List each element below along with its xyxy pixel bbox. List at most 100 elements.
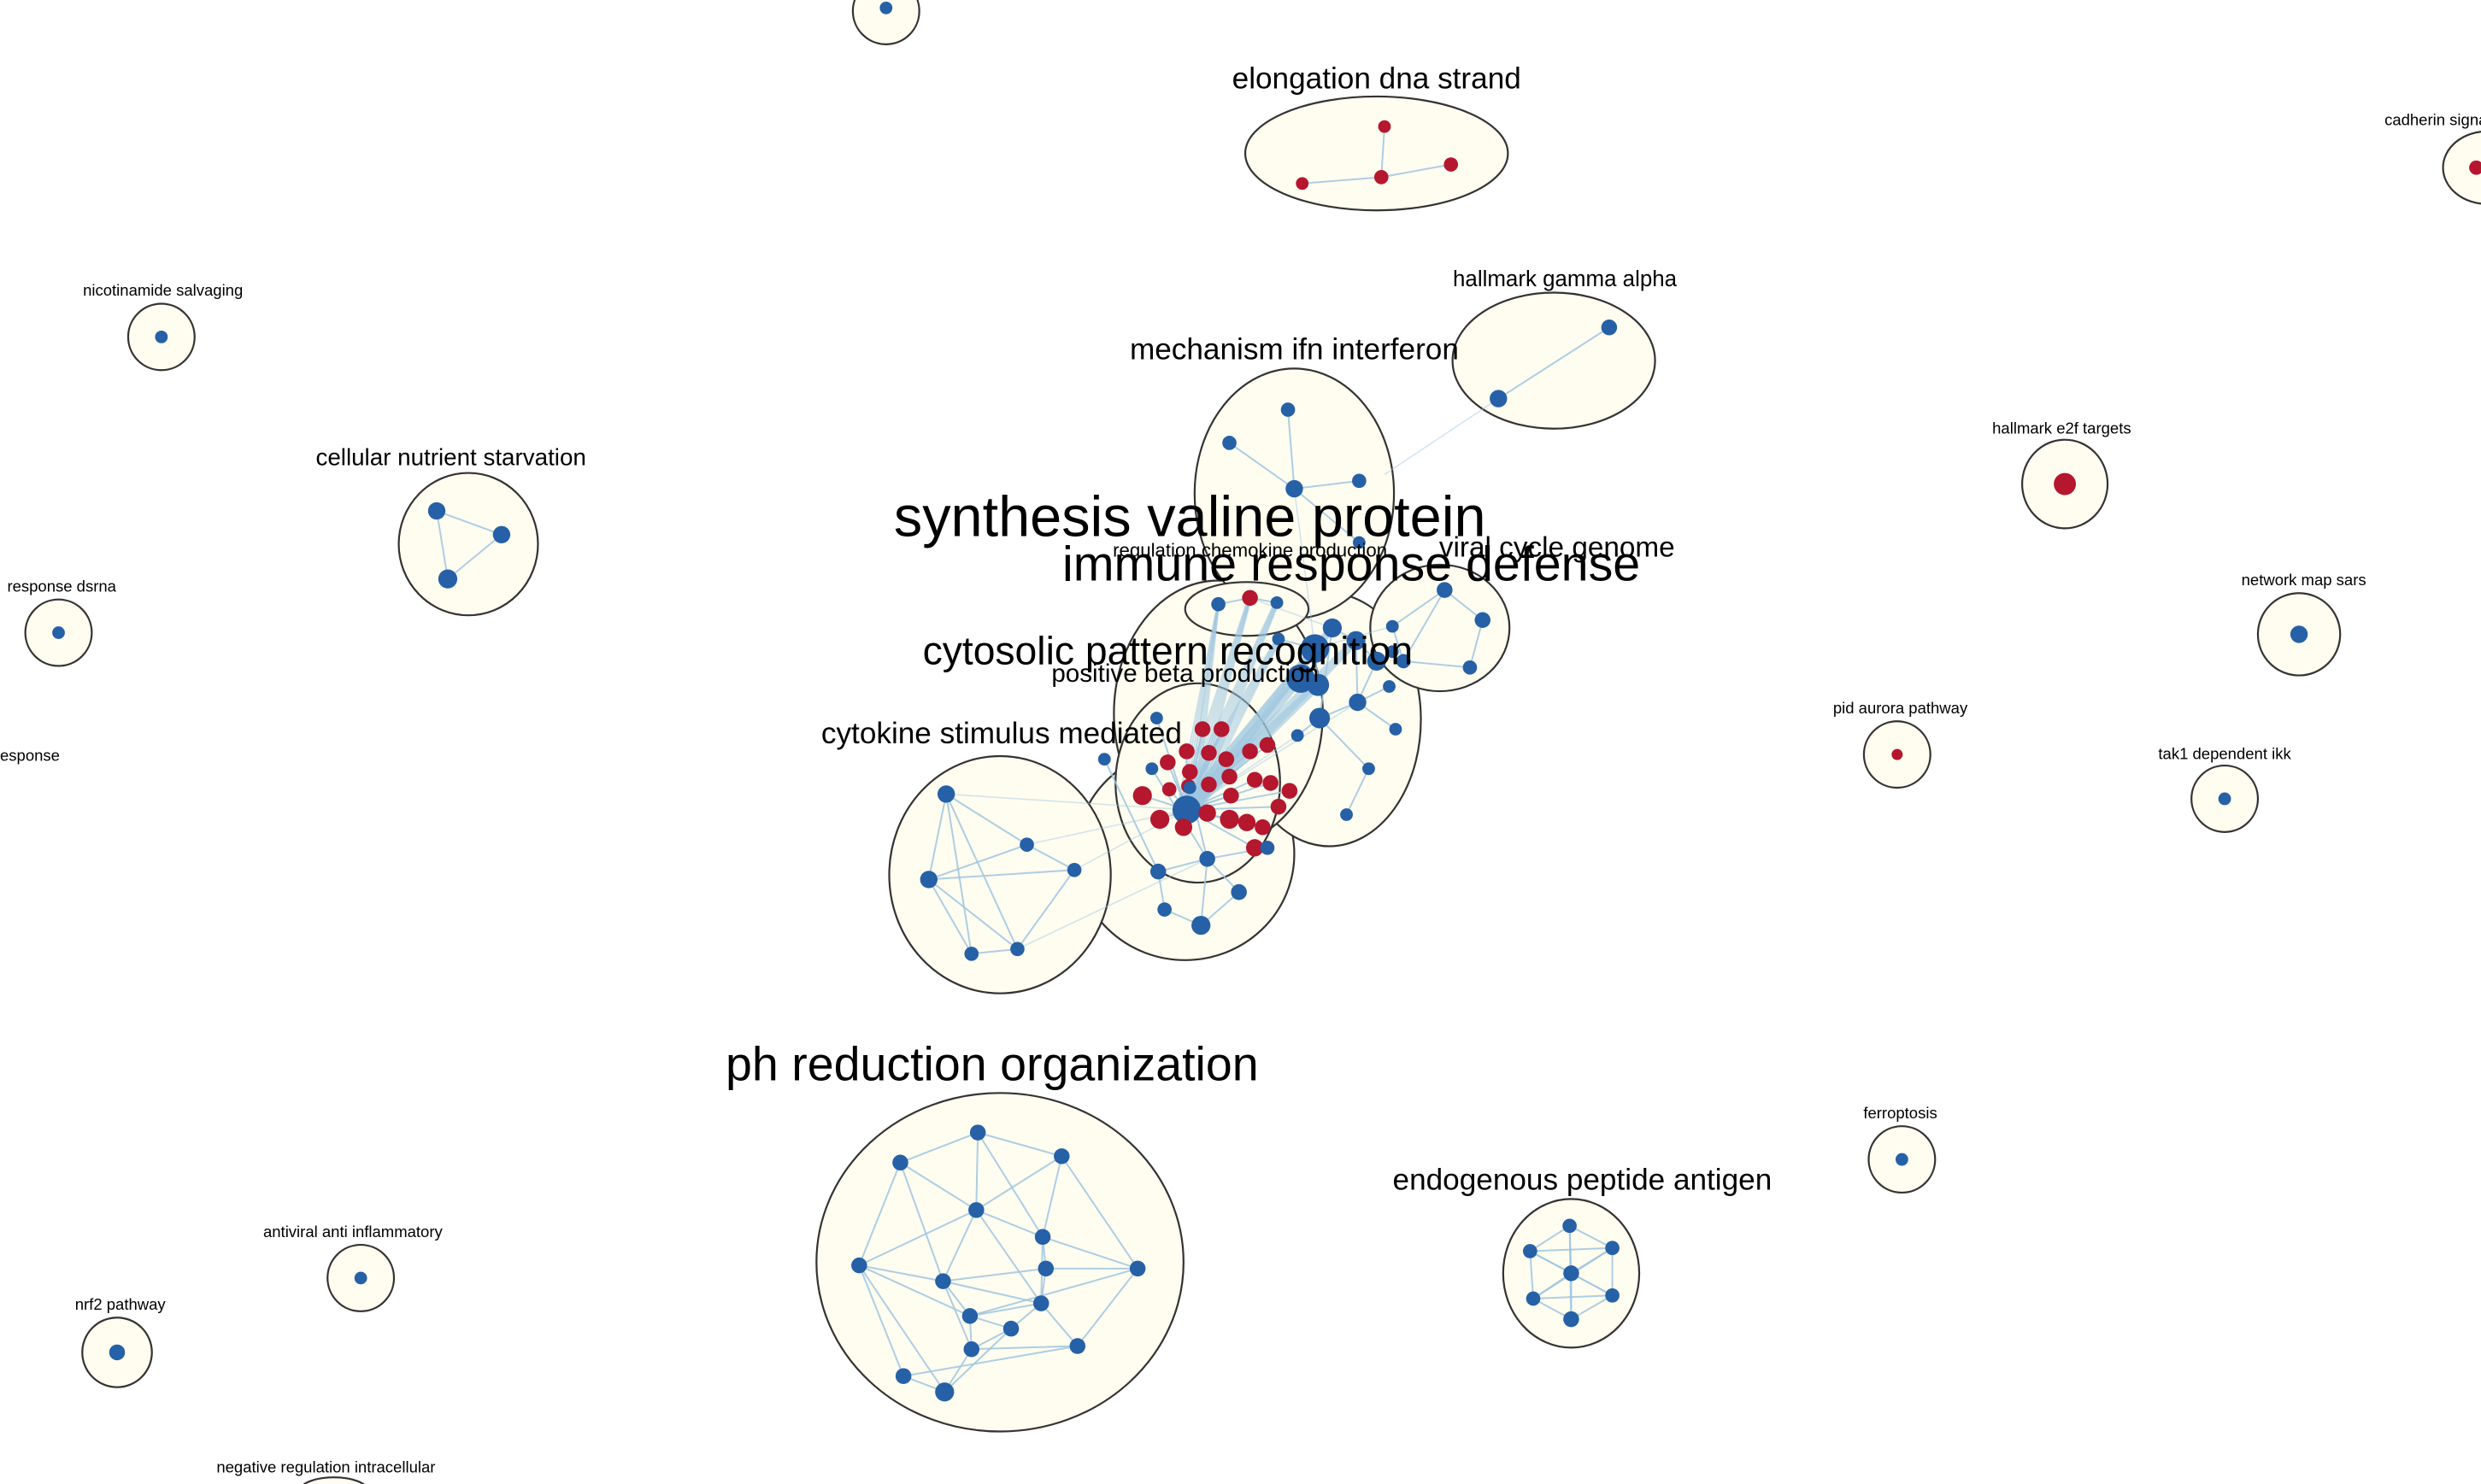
node-ph-reduction-main[interactable] [1038, 1260, 1055, 1277]
node-positive-beta[interactable] [1149, 809, 1170, 830]
node-viral-cycle[interactable] [1474, 612, 1491, 629]
node-cytosolic-pattern[interactable] [1272, 632, 1285, 646]
node-positive-beta[interactable] [1262, 775, 1279, 791]
node-mechanism-ifn[interactable] [1352, 536, 1366, 549]
node-ph-reduction-main[interactable] [1054, 1148, 1070, 1164]
node-cytokine-stimulus[interactable] [1145, 762, 1159, 776]
node-cadherin[interactable] [2469, 160, 2481, 175]
node-immune-response[interactable] [1389, 723, 1402, 736]
node-positive-beta[interactable] [1242, 743, 1258, 760]
node-endogenous-peptide[interactable] [1563, 1311, 1579, 1328]
node-viral-cycle[interactable] [1462, 660, 1478, 675]
node-ph-reduction-main[interactable] [935, 1382, 955, 1402]
node-cytokine-stimulus[interactable] [1097, 753, 1111, 766]
node-ph-reduction-main[interactable] [1129, 1260, 1146, 1277]
node-ph-reduction-main[interactable] [851, 1257, 867, 1274]
node-cellular-nutrient[interactable] [427, 502, 446, 520]
node-hallmark-gamma[interactable] [1490, 390, 1508, 408]
node-cytokine-stimulus[interactable] [1157, 902, 1172, 917]
node-immune-response[interactable] [1362, 762, 1375, 776]
node-positive-beta[interactable] [1149, 712, 1163, 724]
node-elongation[interactable] [1296, 177, 1309, 191]
node-positive-beta[interactable] [1281, 783, 1298, 799]
node-ph-reduction[interactable] [920, 871, 938, 889]
node-positive-beta[interactable] [1194, 721, 1211, 737]
node-mechanism-ifn[interactable] [1285, 479, 1303, 498]
node-positive-beta[interactable] [1181, 764, 1198, 780]
node-viral-cycle[interactable] [1437, 582, 1453, 598]
node-antiviral[interactable] [354, 1271, 367, 1285]
node-immune-response[interactable] [1367, 651, 1386, 671]
node-ferroptosis[interactable] [1895, 1153, 1908, 1166]
node-ph-reduction-main[interactable] [895, 1368, 912, 1384]
node-positive-beta[interactable] [1201, 777, 1217, 793]
node-ph-reduction-main[interactable] [963, 1340, 980, 1358]
node-positive-beta[interactable] [1172, 795, 1202, 824]
node-cytosolic-pattern[interactable] [1300, 634, 1330, 663]
node-network-map-sars[interactable] [2290, 625, 2308, 643]
node-ph-reduction-main[interactable] [1032, 1295, 1049, 1311]
node-elongation[interactable] [1378, 120, 1391, 133]
node-synthesis-valine[interactable] [1270, 595, 1284, 609]
node-immune-response[interactable] [1346, 631, 1366, 650]
node-elongation[interactable] [1373, 170, 1389, 185]
node-ph-reduction-main[interactable] [935, 1273, 951, 1289]
node-positive-beta[interactable] [1174, 818, 1193, 836]
node-ph-reduction-main[interactable] [892, 1154, 908, 1171]
node-top-partial[interactable] [879, 1, 893, 15]
node-endogenous-peptide[interactable] [1605, 1288, 1620, 1303]
node-elongation[interactable] [1443, 157, 1459, 172]
node-cytokine-stimulus[interactable] [1183, 781, 1196, 795]
node-positive-beta[interactable] [1270, 798, 1287, 815]
node-positive-beta[interactable] [1255, 819, 1271, 836]
node-ph-reduction[interactable] [1010, 941, 1025, 957]
node-positive-beta[interactable] [1259, 736, 1276, 754]
node-mechanism-ifn[interactable] [1222, 436, 1237, 450]
node-ph-reduction-main[interactable] [968, 1202, 985, 1218]
node-ph-reduction-main[interactable] [1002, 1320, 1020, 1337]
node-endogenous-peptide[interactable] [1526, 1291, 1541, 1306]
node-cellular-nutrient[interactable] [438, 569, 458, 589]
node-positive-beta[interactable] [1198, 804, 1216, 822]
node-positive-beta[interactable] [1221, 768, 1238, 785]
node-tak1[interactable] [2218, 792, 2231, 806]
node-positive-beta[interactable] [1238, 813, 1256, 831]
node-ph-reduction[interactable] [1067, 862, 1082, 877]
node-ph-reduction[interactable] [964, 947, 979, 961]
node-ph-reduction-main[interactable] [1034, 1229, 1051, 1246]
node-ph-reduction[interactable] [937, 785, 955, 803]
node-response-dsrna[interactable] [52, 626, 65, 639]
node-ph-reduction-main[interactable] [961, 1308, 979, 1324]
node-cytokine-stimulus[interactable] [1191, 915, 1211, 936]
node-mechanism-ifn[interactable] [1280, 402, 1296, 417]
node-endogenous-peptide[interactable] [1605, 1241, 1620, 1256]
node-immune-response[interactable] [1322, 618, 1342, 638]
node-cytokine-stimulus[interactable] [1231, 883, 1247, 900]
node-cellular-nutrient[interactable] [492, 525, 511, 543]
node-immune-response[interactable] [1385, 645, 1399, 659]
node-synthesis-valine[interactable] [1242, 589, 1258, 607]
node-positive-beta[interactable] [1179, 743, 1195, 760]
node-positive-beta[interactable] [1218, 751, 1235, 767]
node-viral-cycle[interactable] [1385, 619, 1399, 633]
node-hallmark-e2f[interactable] [2054, 472, 2077, 496]
node-nicotinamide[interactable] [155, 330, 168, 343]
node-ph-reduction-main[interactable] [969, 1124, 986, 1141]
node-positive-beta[interactable] [1220, 809, 1239, 830]
node-endogenous-peptide[interactable] [1563, 1265, 1579, 1282]
node-hallmark-gamma[interactable] [1601, 319, 1618, 336]
node-positive-beta[interactable] [1160, 754, 1176, 771]
node-immune-response[interactable] [1340, 808, 1353, 821]
node-viral-cycle[interactable] [1396, 654, 1411, 669]
node-synthesis-valine[interactable] [1211, 596, 1226, 612]
node-cytosolic-pattern[interactable] [1307, 673, 1330, 696]
node-mechanism-ifn[interactable] [1352, 473, 1367, 489]
node-cytokine-stimulus[interactable] [1149, 863, 1167, 880]
node-pid-aurora[interactable] [1891, 748, 1903, 760]
node-cytokine-stimulus[interactable] [1199, 851, 1215, 867]
node-positive-beta[interactable] [1161, 782, 1177, 797]
node-cytokine-stimulus[interactable] [1260, 841, 1275, 855]
node-immune-response[interactable] [1383, 680, 1396, 693]
node-positive-beta[interactable] [1246, 771, 1263, 788]
node-positive-beta[interactable] [1245, 839, 1264, 857]
